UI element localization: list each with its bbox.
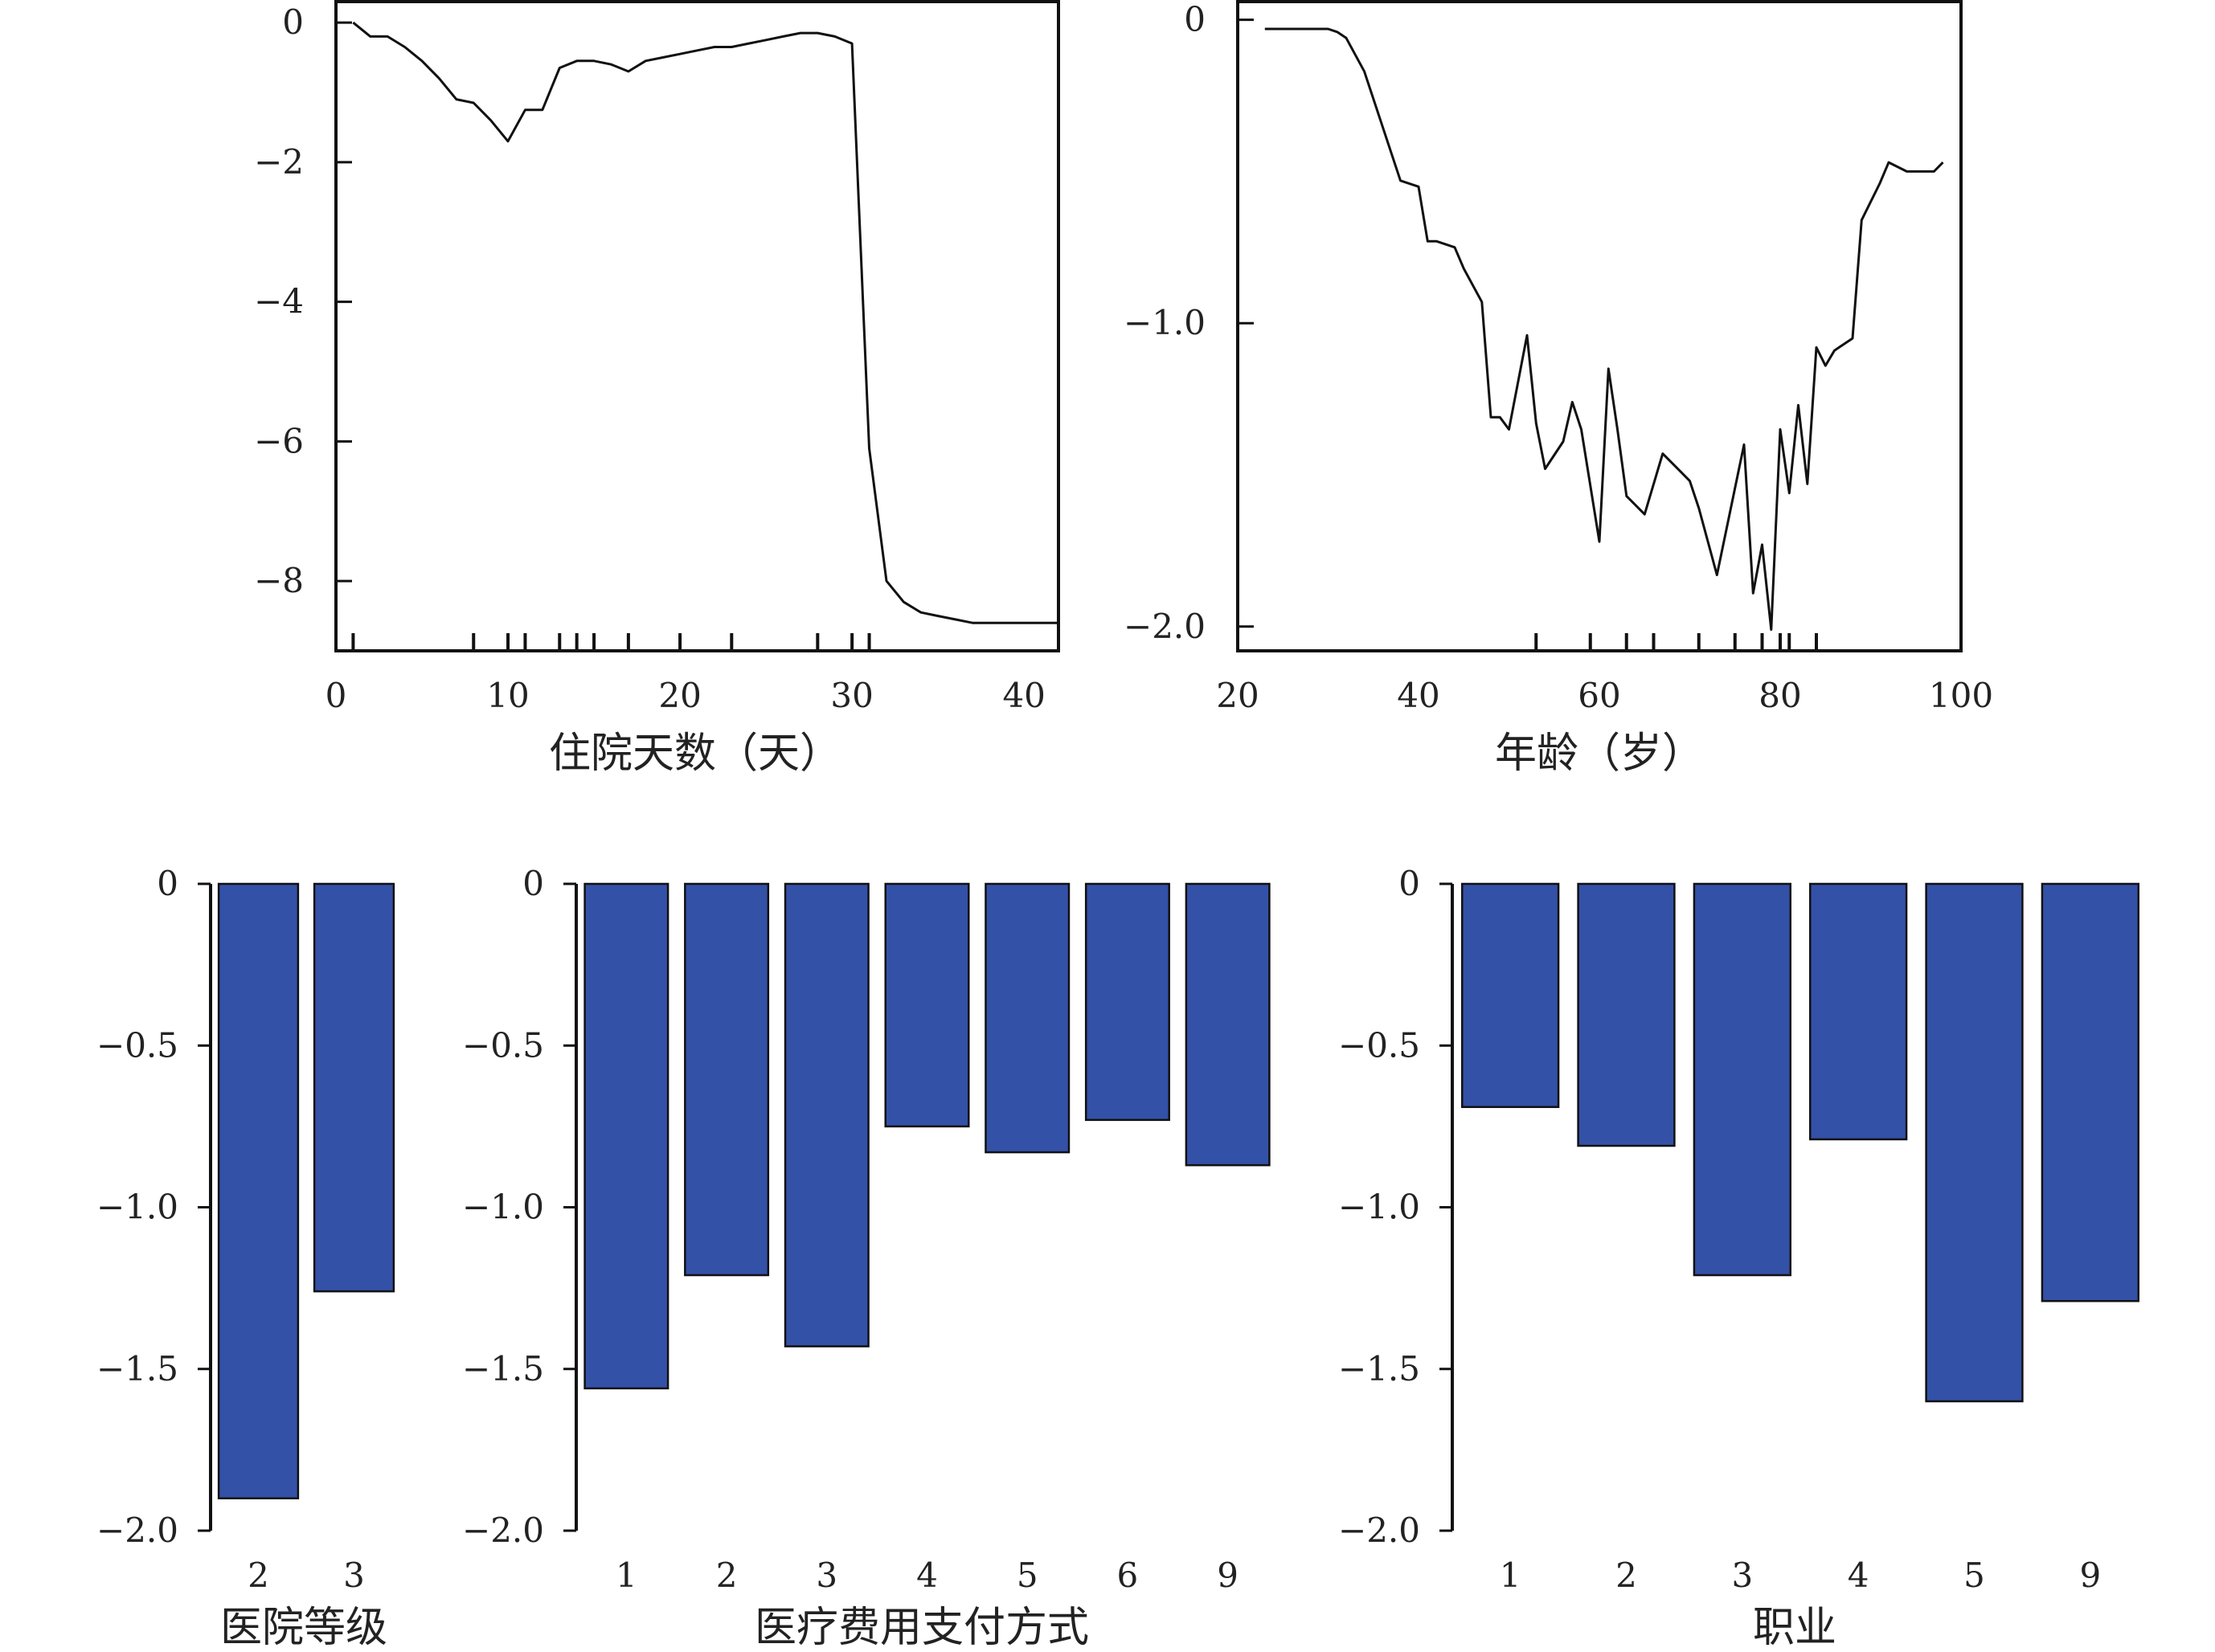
chart-los: 0 −2 −4 −6 −8 0 10 20 30 40 住院天数（天）	[254, 0, 1060, 778]
y-tick-label: −2.0	[96, 1511, 178, 1550]
bar	[1693, 882, 1791, 1277]
bar	[313, 882, 395, 1293]
x-tick-label: 5	[1963, 1556, 1985, 1595]
bar	[684, 882, 770, 1277]
y-tick-label: −8	[254, 561, 304, 600]
x-tick-label: 9	[1217, 1556, 1239, 1595]
chart-hospital-level: 0 −0.5 −1.0 −1.5 −2.0 2 3 医院等级	[96, 864, 395, 1652]
x-axis-label: 医疗费用支付方式	[755, 1604, 1089, 1652]
bar	[1185, 882, 1271, 1167]
bar	[884, 882, 970, 1128]
x-tick-label: 100	[1929, 676, 1993, 715]
chart-age: 0 −1.0 −2.0 20 40 60 80 100 年龄（岁）	[1124, 0, 1993, 778]
x-tick-label: 5	[1017, 1556, 1038, 1595]
y-tick-label: −0.5	[462, 1025, 544, 1065]
x-tick-label: 20	[658, 676, 701, 715]
x-axis-label: 医院等级	[220, 1604, 387, 1652]
bar	[583, 882, 669, 1390]
x-tick-label: 2	[716, 1556, 738, 1595]
y-tick-label: −1.0	[462, 1188, 544, 1227]
x-tick-label: 40	[1397, 676, 1439, 715]
y-tick-label: −2.0	[462, 1511, 544, 1550]
bar	[217, 882, 300, 1499]
bar	[1577, 882, 1676, 1147]
bar	[985, 882, 1071, 1154]
x-tick-label: 3	[343, 1556, 365, 1595]
plot-frame	[334, 0, 1060, 652]
bar	[1461, 882, 1560, 1108]
y-tick-label: −0.5	[1338, 1025, 1420, 1065]
x-tick-label: 6	[1117, 1556, 1139, 1595]
series-line	[352, 21, 1058, 624]
y-tick-label: 0	[282, 2, 304, 42]
x-tick-label: 40	[1002, 676, 1045, 715]
x-tick-label: 20	[1216, 676, 1259, 715]
y-tick-label: −1.5	[1338, 1349, 1420, 1388]
x-tick-label: 60	[1578, 676, 1620, 715]
x-tick-label: 2	[1615, 1556, 1637, 1595]
x-tick-label: 80	[1758, 676, 1801, 715]
x-tick-label: 10	[486, 676, 529, 715]
y-tick-label: −6	[254, 421, 304, 460]
x-tick-label: 0	[325, 676, 347, 715]
y-tick-label: −0.5	[96, 1025, 178, 1065]
y-tick-label: −1.0	[1124, 303, 1206, 342]
y-tick-label: 0	[157, 864, 178, 903]
x-tick-label: 3	[1731, 1556, 1753, 1595]
y-tick-label: −4	[254, 282, 304, 321]
y-tick-label: 0	[522, 864, 544, 903]
x-tick-label: 4	[1848, 1556, 1869, 1595]
bar	[1809, 882, 1908, 1141]
y-tick-label: −1.0	[1338, 1188, 1420, 1227]
y-tick-label: 0	[1184, 0, 1206, 39]
x-axis-label: 住院天数（天）	[549, 730, 841, 778]
y-tick-label: −1.5	[96, 1349, 178, 1388]
bar	[1925, 882, 2024, 1403]
x-tick-label: 1	[616, 1556, 637, 1595]
series-line	[1264, 27, 1944, 632]
x-axis-label: 年龄（岁）	[1495, 730, 1704, 778]
x-tick-label: 2	[248, 1556, 269, 1595]
bar	[2041, 882, 2139, 1302]
y-tick-label: 0	[1398, 864, 1420, 903]
y-tick-label: −2.0	[1124, 607, 1206, 646]
x-tick-label: 9	[2079, 1556, 2101, 1595]
x-tick-label: 30	[830, 676, 873, 715]
x-tick-label: 3	[816, 1556, 837, 1595]
bar	[1084, 882, 1170, 1122]
chart-occupation: 0 −0.5 −1.0 −1.5 −2.0 1 2 3 4 5 9 职业	[1338, 864, 2139, 1652]
y-tick-label: −2.0	[1338, 1511, 1420, 1550]
chart-payment: 0 −0.5 −1.0 −1.5 −2.0 1 2 3 4 5 6 9 医疗费用支付方式	[462, 864, 1271, 1652]
y-tick-label: −1.5	[462, 1349, 544, 1388]
y-tick-label: −1.0	[96, 1188, 178, 1227]
plot-frame	[1236, 0, 1963, 652]
y-tick-label: −2	[254, 142, 304, 182]
x-tick-label: 1	[1500, 1556, 1521, 1595]
bar	[784, 882, 870, 1347]
x-axis-label: 职业	[1753, 1604, 1836, 1652]
x-tick-label: 4	[916, 1556, 938, 1595]
